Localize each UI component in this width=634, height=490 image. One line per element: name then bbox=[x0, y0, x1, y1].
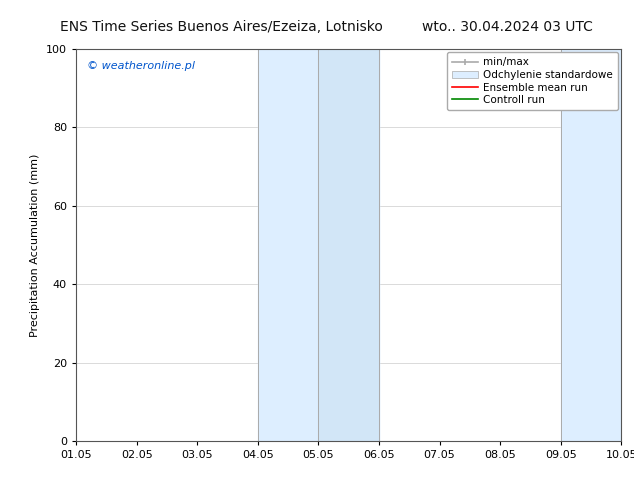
Bar bbox=[318, 49, 379, 441]
Bar bbox=[258, 49, 379, 441]
Y-axis label: Precipitation Accumulation (mm): Precipitation Accumulation (mm) bbox=[30, 153, 41, 337]
Legend: min/max, Odchylenie standardowe, Ensemble mean run, Controll run: min/max, Odchylenie standardowe, Ensembl… bbox=[447, 52, 618, 110]
Text: © weatheronline.pl: © weatheronline.pl bbox=[87, 61, 195, 71]
Text: wto.. 30.04.2024 03 UTC: wto.. 30.04.2024 03 UTC bbox=[422, 20, 593, 34]
Bar bbox=[560, 49, 621, 441]
Text: ENS Time Series Buenos Aires/Ezeiza, Lotnisko: ENS Time Series Buenos Aires/Ezeiza, Lot… bbox=[60, 20, 384, 34]
